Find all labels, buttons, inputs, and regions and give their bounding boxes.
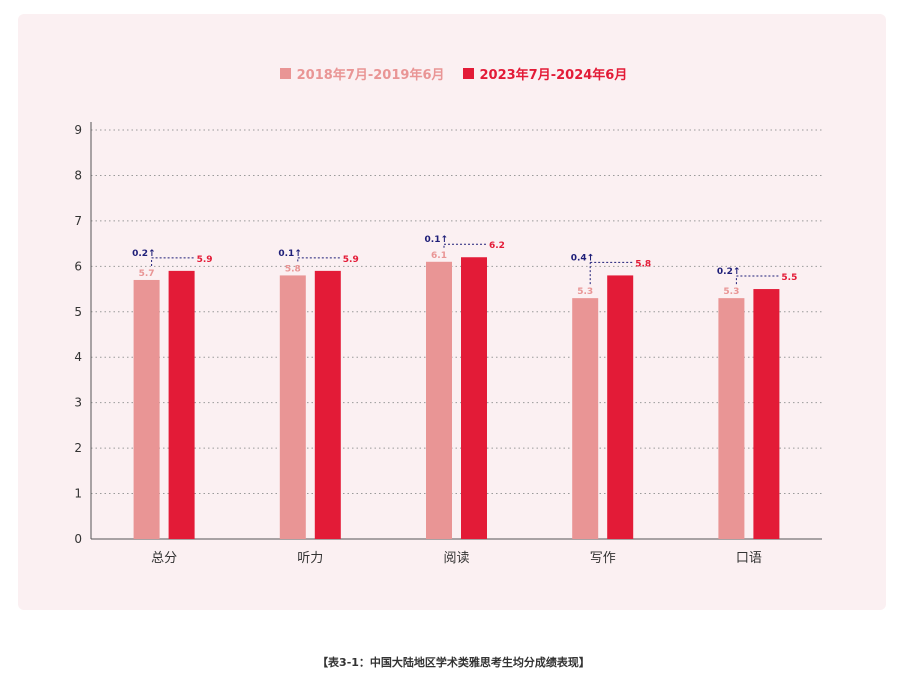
bar-series-1 <box>133 279 160 539</box>
x-tick-label: 阅读 <box>443 551 469 566</box>
difference-label: 0.2↑ <box>717 267 740 277</box>
data-label-series-1: 6.1 <box>431 251 447 261</box>
legend-label-series-1: 2018年7月-2019年6月 <box>296 68 445 83</box>
difference-label: 0.4↑ <box>571 253 594 263</box>
legend-swatch-series-1 <box>279 68 291 79</box>
bar-series-2 <box>168 270 195 539</box>
x-tick-label: 口语 <box>736 551 762 566</box>
chart-caption: 【表3-1：中国大陆地区学术类雅思考生均分成绩表现】 <box>317 656 590 669</box>
y-tick-label: 1 <box>74 487 82 501</box>
y-tick-label: 9 <box>74 123 82 137</box>
bar-series-2 <box>753 289 780 539</box>
x-tick-label: 总分 <box>151 551 177 566</box>
legend-item-series-1: 2018年7月-2019年6月 <box>279 64 445 83</box>
y-tick-label: 0 <box>74 532 82 546</box>
bar-series-1 <box>718 298 745 539</box>
y-tick-label: 2 <box>74 441 82 455</box>
bar-series-1 <box>572 298 599 539</box>
data-label-series-2: 5.9 <box>197 255 213 265</box>
x-tick-label: 写作 <box>590 551 616 566</box>
y-tick-label: 7 <box>74 214 82 228</box>
data-label-series-2: 5.8 <box>635 259 651 269</box>
legend: 2018年7月-2019年6月 2023年7月-2024年6月 <box>0 64 907 83</box>
data-label-series-2: 5.9 <box>343 255 359 265</box>
y-tick-label: 5 <box>74 305 82 319</box>
legend-swatch-series-2 <box>462 68 474 79</box>
data-label-series-1: 5.3 <box>723 287 739 297</box>
y-tick-label: 4 <box>74 350 82 364</box>
bar-series-1 <box>426 261 452 539</box>
data-label-series-2: 6.2 <box>489 241 505 251</box>
y-tick-label: 3 <box>74 396 82 410</box>
bar-series-2 <box>461 257 487 539</box>
bar-series-2 <box>314 270 341 539</box>
x-tick-label: 听力 <box>297 551 323 566</box>
difference-label: 0.1↑ <box>278 249 301 259</box>
bar-series-2 <box>607 275 634 539</box>
legend-item-series-2: 2023年7月-2024年6月 <box>462 64 628 83</box>
bar-series-1 <box>279 275 306 539</box>
data-label-series-1: 5.8 <box>285 264 301 274</box>
y-tick-label: 8 <box>74 168 82 182</box>
difference-label: 0.2↑ <box>132 249 155 259</box>
data-label-series-2: 5.5 <box>781 273 797 283</box>
y-tick-label: 6 <box>74 259 82 273</box>
data-label-series-1: 5.7 <box>139 269 155 279</box>
data-label-series-1: 5.3 <box>577 287 593 297</box>
difference-label: 0.1↑ <box>425 235 448 245</box>
legend-label-series-2: 2023年7月-2024年6月 <box>479 68 628 83</box>
